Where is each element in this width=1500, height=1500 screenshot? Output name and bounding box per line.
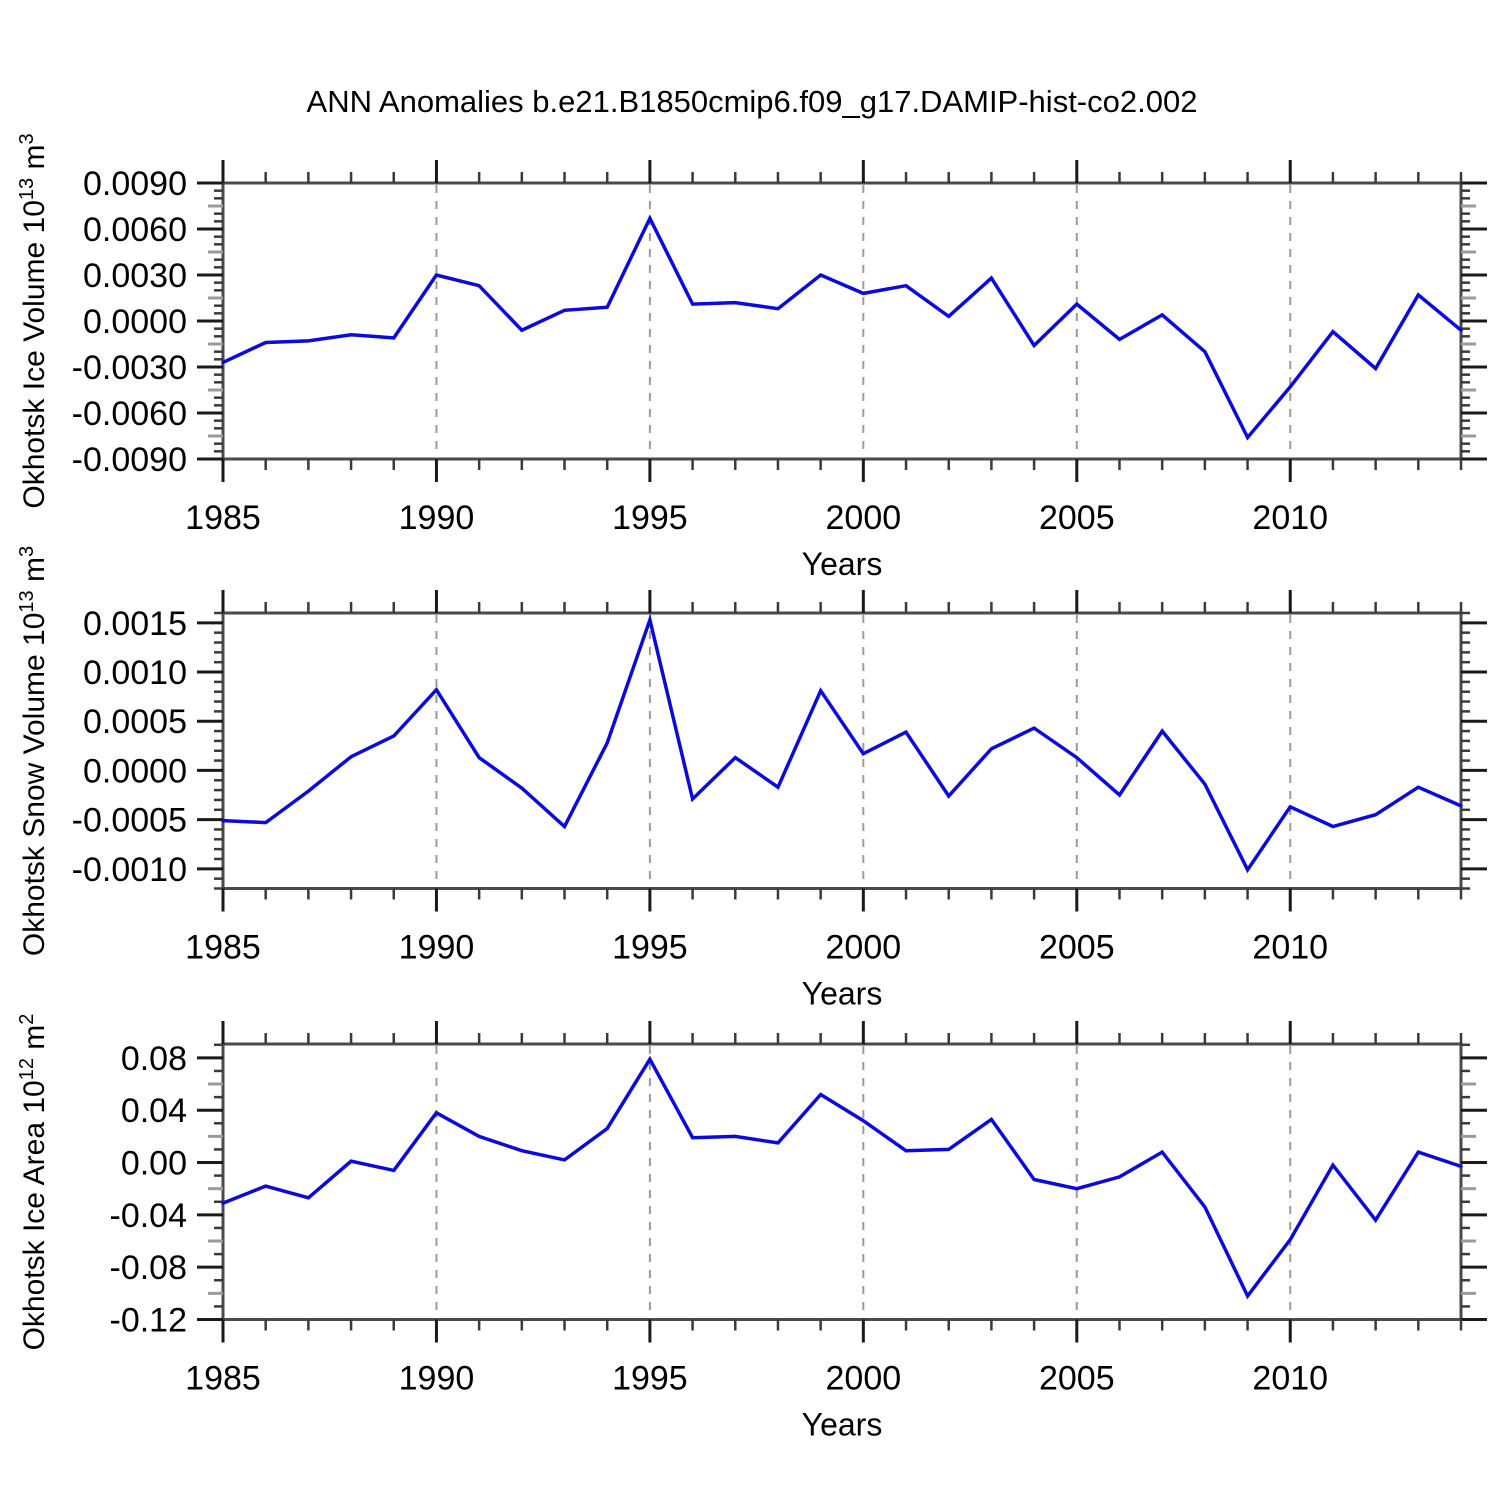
ytick-label: 0.0000	[83, 303, 187, 341]
series-line-snow_volume	[221, 613, 1463, 874]
panel-ice-area: 0.08 0.04 0.00 -0.04 -0.08 -0.12 1985 1990 1995 2…	[110, 1021, 1487, 1443]
xtick-label: 2005	[1039, 499, 1115, 537]
ytick-label: -0.12	[110, 1302, 188, 1340]
ytick-label: -0.0010	[72, 851, 187, 889]
plot-frame	[221, 181, 1463, 461]
series-line-ice_volume	[221, 214, 1463, 441]
xaxis-title: Years	[802, 1407, 883, 1443]
xtick-label: 2000	[826, 929, 902, 967]
xtick-label: 2005	[1039, 929, 1115, 967]
xtick-label: 1985	[185, 929, 261, 967]
ytick-label: 0.0030	[83, 257, 187, 295]
ytick-label: 0.0000	[83, 752, 187, 790]
xtick-label: 2010	[1252, 1360, 1328, 1398]
xtick-label: 2010	[1252, 499, 1328, 537]
xtick-label: 1985	[185, 1360, 261, 1398]
xtick-label: 2000	[826, 499, 902, 537]
xtick-label: 1995	[612, 929, 688, 967]
xaxis-title: Years	[802, 976, 883, 1012]
ytick-label: -0.0060	[72, 395, 187, 433]
ytick-label: 0.0010	[83, 654, 187, 692]
series-line-ice_area	[221, 1055, 1463, 1300]
plot-frame	[221, 611, 1463, 890]
xtick-label: 1985	[185, 499, 261, 537]
ytick-label: 0.04	[121, 1092, 187, 1130]
panel-snow-volume: 0.0015 0.0010 0.0005 0.0000 -0.0005 -0.0010 19…	[72, 590, 1487, 1012]
xtick-label: 2005	[1039, 1360, 1115, 1398]
ytick-label: -0.0090	[72, 441, 187, 479]
ytick-label: -0.08	[110, 1249, 188, 1287]
xtick-label: 1990	[399, 499, 475, 537]
ytick-label: 0.00	[121, 1145, 187, 1183]
figure-title: ANN Anomalies b.e21.B1850cmip6.f09_g17.D…	[306, 84, 1198, 119]
xaxis-title: Years	[802, 546, 883, 582]
ytick-label: -0.0030	[72, 349, 187, 387]
ytick-label: 0.0005	[83, 703, 187, 741]
xtick-label: 1990	[399, 929, 475, 967]
ytick-label: 0.0060	[83, 211, 187, 249]
ytick-label: 0.08	[121, 1040, 187, 1078]
xtick-label: 1995	[612, 1360, 688, 1398]
ytick-label: -0.0005	[72, 802, 187, 840]
xtick-label: 1990	[399, 1360, 475, 1398]
ytick-label: 0.0090	[83, 165, 187, 203]
xtick-label: 1995	[612, 499, 688, 537]
xtick-label: 2000	[826, 1360, 902, 1398]
ytick-label: 0.0015	[83, 605, 187, 643]
xtick-label: 2010	[1252, 929, 1328, 967]
ytick-label: -0.04	[110, 1197, 188, 1235]
panel-ice-volume: 0.0090 0.0060 0.0030 0.0000 -0.0030 -0.0060 -0…	[72, 160, 1487, 582]
plot-frame	[221, 1042, 1463, 1321]
